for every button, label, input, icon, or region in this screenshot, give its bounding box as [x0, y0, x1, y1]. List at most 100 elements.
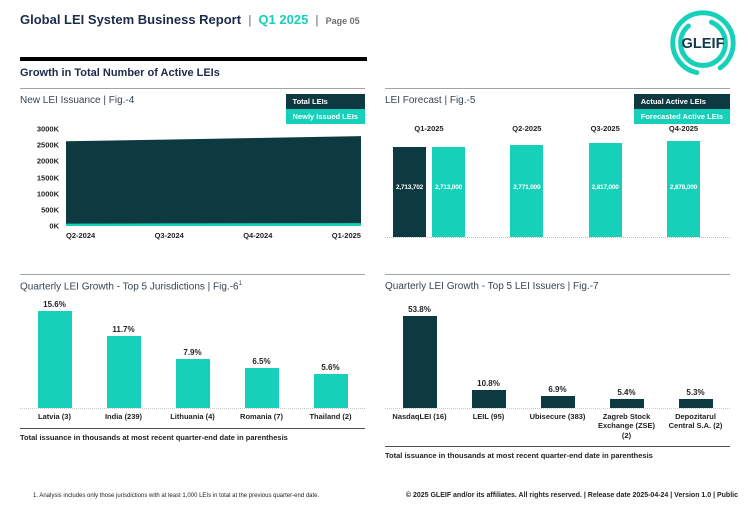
growth-bar	[313, 373, 348, 409]
header-divider-bar	[20, 57, 367, 61]
bar-column: 10.8%	[454, 298, 523, 408]
growth-bar	[175, 359, 210, 409]
bar-column: 11.7%	[89, 298, 158, 409]
quarter-label: Q2-2025	[512, 124, 542, 133]
header-separator: |	[248, 13, 252, 27]
forecast-group: Q2-2025 2,771,000	[510, 124, 544, 237]
bar-column: 53.8%	[385, 298, 454, 408]
category-label: Ubisecure (383)	[529, 412, 586, 421]
forecast-legend: Actual Active LEIs Forecasted Active LEI…	[633, 94, 730, 124]
issuance-x-axis: Q2-2024 Q3-2024 Q4-2024 Q1-2025	[66, 231, 361, 240]
category-label: LEIL (95)	[472, 412, 505, 421]
x-tick-label: Q4-2024	[243, 231, 273, 240]
bar-column: 5.6%	[296, 298, 365, 409]
header: Global LEI System Business Report | Q1 2…	[20, 12, 730, 27]
bar-percent-label: 6.5%	[252, 356, 271, 366]
category-label: Latvia (3)	[38, 412, 71, 422]
panel-top5-lei-issuers: Quarterly LEI Growth - Top 5 LEI Issuers…	[385, 274, 730, 460]
charts-grid: New LEI Issuance | Fig.-4 Total LEIs New…	[20, 88, 730, 460]
legend-item-newly-issued: Newly Issued LEIs	[285, 109, 365, 124]
page-number: Page 05	[325, 16, 360, 26]
category-label: Lithuania (4)	[170, 412, 215, 422]
forecast-bar: 2,713,702	[393, 146, 426, 237]
report-title: Global LEI System Business Report	[20, 12, 242, 27]
growth-bar	[402, 316, 437, 408]
panel-title-issuers: Quarterly LEI Growth - Top 5 LEI Issuers…	[385, 281, 599, 292]
forecast-bar: 2,878,000	[666, 141, 700, 237]
issuance-area-chart: 3000K 2500K 2000K 1500K 1000K 500K 0K Q2-2024 Q…	[20, 125, 361, 240]
bar-percent-label: 5.6%	[321, 362, 340, 372]
area-total-leis	[66, 136, 361, 226]
bar-column: 6.9%	[523, 298, 592, 408]
growth-bar	[106, 335, 141, 409]
bar-value-label: 2,771,000	[513, 184, 541, 191]
y-tick-label: 0K	[49, 221, 59, 231]
forecast-bar: 2,713,000	[432, 146, 465, 237]
jurisdictions-note: Total issuance in thousands at most rece…	[20, 432, 288, 442]
growth-bar	[244, 367, 279, 409]
gleif-logo-icon: GLEIF	[670, 10, 736, 76]
y-tick-label: 3000K	[36, 124, 59, 134]
bar-percent-label: 7.9%	[183, 348, 202, 358]
copyright: © 2025 GLEIF and/or its affiliates. All …	[405, 492, 738, 499]
bar-column: 5.3%	[661, 298, 730, 408]
panel-title-issuance: New LEI Issuance | Fig.-4	[20, 95, 135, 106]
growth-bar	[471, 389, 506, 408]
jurisdictions-bar-chart: 15.6% 11.7% 7.9% 6.5% 5.6%	[20, 298, 365, 410]
category-label: NasdaqLEI (16)	[392, 412, 447, 421]
bar-column: 15.6%	[20, 298, 89, 409]
x-tick-label: Q1-2025	[331, 231, 361, 240]
forecast-bar: 2,771,000	[510, 144, 544, 237]
growth-bar	[609, 398, 644, 408]
panel-top5-jurisdictions: Quarterly LEI Growth - Top 5 Jurisdictio…	[20, 274, 365, 452]
issuers-note: Total issuance in thousands at most rece…	[385, 451, 653, 461]
header-separator: |	[315, 13, 319, 27]
bar-percent-label: 11.7%	[112, 324, 135, 334]
jurisdictions-category-labels: Latvia (3) India (239) Lithuania (4) Romani…	[20, 412, 365, 421]
forecast-bar: 2,817,000	[588, 143, 622, 237]
legend-item-forecasted-active: Forecasted Active LEIs	[633, 109, 730, 124]
legend-item-total-leis: Total LEIs	[285, 94, 365, 109]
category-label: Romania (7)	[240, 412, 283, 422]
quarter-label: Q1-2025	[414, 124, 444, 133]
x-tick-label: Q2-2024	[66, 231, 96, 240]
gleif-logo-text: GLEIF	[681, 36, 724, 52]
category-label: Thailand (2)	[309, 412, 352, 422]
bar-percent-label: 5.4%	[617, 387, 636, 397]
growth-bar	[678, 398, 713, 408]
footnote: 1. Analysis includes only those jurisdic…	[33, 493, 320, 499]
bar-value-label: 2,878,000	[669, 184, 698, 191]
bar-column: 5.4%	[592, 298, 661, 408]
quarter-label: Q3-2025	[590, 124, 620, 133]
bar-column: 6.5%	[227, 298, 296, 409]
report-period: Q1 2025	[258, 12, 309, 27]
panel-lei-forecast: LEI Forecast | Fig.-5 Actual Active LEIs…	[385, 88, 730, 274]
panel-new-lei-issuance: New LEI Issuance | Fig.-4 Total LEIs New…	[20, 88, 365, 274]
issuance-plot	[66, 129, 361, 226]
area-newly-issued-leis	[66, 223, 361, 226]
panel-title-jurisdictions: Quarterly LEI Growth - Top 5 Jurisdictio…	[20, 281, 242, 293]
y-tick-label: 1500K	[36, 173, 59, 182]
issuance-legend: Total LEIs Newly Issued LEIs	[285, 94, 365, 124]
bar-value-label: 2,713,000	[434, 184, 463, 191]
forecast-group: Q4-2025 2,878,000	[666, 124, 700, 237]
bar-value-label: 2,713,702	[395, 184, 424, 191]
note-divider	[385, 446, 730, 448]
footer: 1. Analysis includes only those jurisdic…	[33, 492, 738, 499]
category-label: Depozitarul Central S.A. (2)	[668, 412, 723, 431]
note-divider	[20, 427, 365, 429]
category-label: India (239)	[104, 412, 143, 422]
y-tick-label: 2500K	[36, 140, 59, 150]
issuers-category-labels: NasdaqLEI (16) LEIL (95) Ubisecure (383) Za…	[385, 412, 730, 440]
bar-percent-label: 10.8%	[477, 378, 500, 388]
bar-percent-label: 5.3%	[686, 387, 705, 397]
quarter-label: Q4-2025	[668, 124, 699, 133]
y-tick-label: 1000K	[36, 189, 59, 199]
legend-item-actual-active: Actual Active LEIs	[633, 94, 730, 109]
footnote-marker: 1	[238, 281, 242, 287]
issuers-bar-chart: 53.8% 10.8% 6.9% 5.4% 5.3%	[385, 298, 730, 409]
bar-value-label: 2,817,000	[591, 184, 619, 191]
growth-bar	[540, 396, 575, 408]
forecast-group: Q3-2025 2,817,000	[588, 124, 622, 237]
